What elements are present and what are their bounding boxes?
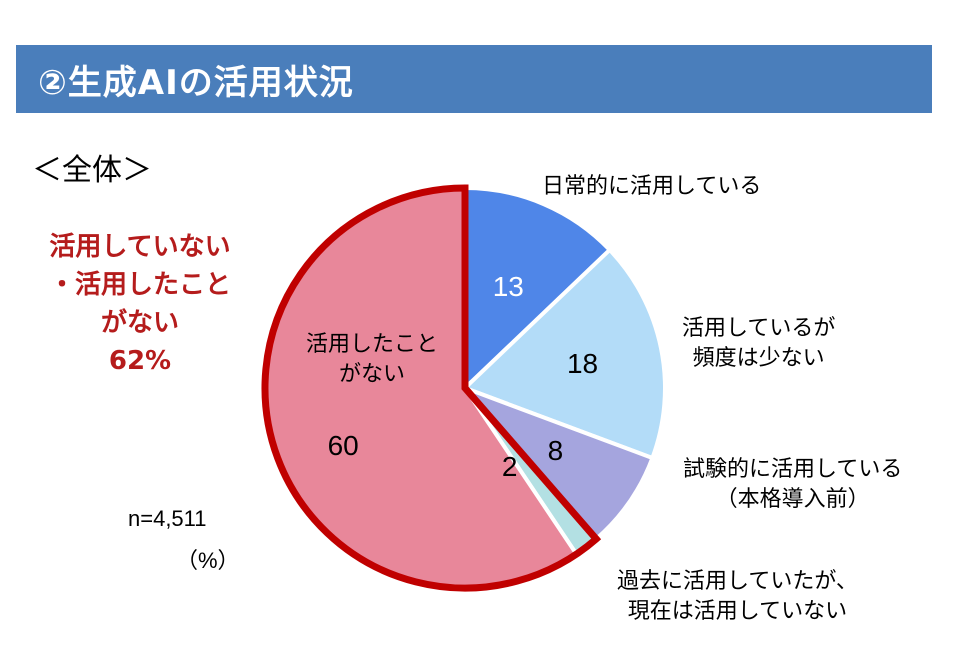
label-line: がない [338,362,406,387]
category-label-daily: 日常的に活用している [542,172,761,202]
highlight-outline [261,184,602,592]
slice-label-never: 活用したこと がない [306,330,438,390]
label-line: 試験的に活用している [683,457,903,482]
category-label-trial: 試験的に活用している （本格導入前） [683,455,902,515]
category-label-past: 過去に活用していたが、 現在は活用していない [617,567,858,627]
pie-slices [263,185,667,590]
label-line: 活用したこと [305,332,439,357]
slice-value-trial: 8 [547,434,564,466]
label-line: 現在は活用していない [627,599,848,624]
chart-subtitle: ＜全体＞ [32,153,152,188]
label-line: 日常的に活用している [542,174,762,199]
slice-value-past: 2 [501,451,518,483]
label-line: 頻度は少ない [692,346,825,371]
label-line: （本格導入前） [715,487,870,512]
sample-size: n=4,511 [128,506,207,531]
callout-line: 活用していない [49,232,231,262]
unit-label: （%） [176,548,240,573]
slice-value-infrequent: 18 [566,347,599,379]
slice-value-never: 60 [327,429,359,461]
pie-slice [463,185,613,393]
callout-percentage: 62% [108,346,172,376]
header-banner: ②生成AIの活用状況 [16,45,932,113]
callout-line: がない [100,308,179,338]
page-title: ②生成AIの活用状況 [38,63,354,103]
highlight-callout: 活用していない ・活用したこと がない 62% [20,228,260,380]
slice-value-daily: 13 [492,270,524,302]
label-line: 過去に活用していたが、 [617,569,858,594]
callout-line: ・活用したこと [48,270,231,300]
category-label-infrequent: 活用しているが 頻度は少ない [682,314,835,374]
label-line: 活用しているが [682,316,836,341]
